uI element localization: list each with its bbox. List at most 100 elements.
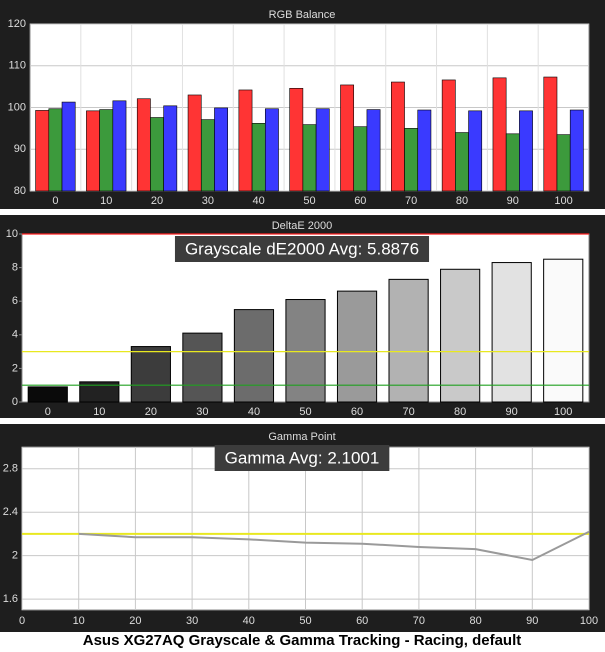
- caption: Asus XG27AQ Grayscale & Gamma Tracking -…: [83, 632, 522, 649]
- bar: [468, 110, 483, 192]
- bar: [264, 108, 279, 192]
- annotation-box: [214, 445, 390, 471]
- bar: [417, 109, 432, 192]
- y-tick-label: 90: [14, 143, 26, 155]
- bar: [182, 332, 223, 403]
- bar: [302, 124, 317, 192]
- bar: [492, 77, 507, 192]
- y-tick-label: 8: [12, 262, 18, 274]
- y-tick-label: 2.4: [3, 506, 18, 518]
- x-tick-label: 0: [45, 406, 51, 418]
- bar: [336, 290, 378, 403]
- bar: [569, 109, 584, 192]
- x-tick-label: 90: [506, 406, 518, 418]
- x-tick-label: 10: [73, 615, 85, 627]
- bar: [366, 109, 381, 192]
- chart-title: DeltaE 2000: [272, 220, 333, 232]
- bar: [35, 110, 50, 192]
- bar: [440, 268, 481, 403]
- x-tick-label: 20: [151, 195, 163, 207]
- x-tick-label: 80: [454, 406, 466, 418]
- bar: [79, 381, 120, 403]
- y-tick-label: 2: [12, 550, 18, 562]
- x-tick-label: 80: [469, 615, 481, 627]
- x-tick-label: 30: [202, 195, 214, 207]
- x-tick-label: 40: [248, 406, 260, 418]
- x-tick-label: 70: [413, 615, 425, 627]
- annotation: Gamma Avg: 2.1001: [225, 448, 380, 467]
- bar: [353, 126, 368, 192]
- x-tick-label: 10: [93, 406, 105, 418]
- y-tick-label: 80: [14, 185, 26, 197]
- chart-title: Gamma Point: [268, 431, 335, 443]
- x-tick-label: 40: [253, 195, 265, 207]
- bar: [455, 132, 469, 192]
- annotation: Grayscale dE2000 Avg: 5.8876: [185, 239, 419, 258]
- y-tick-label: 2.8: [3, 463, 18, 475]
- bar: [543, 258, 584, 403]
- bar: [315, 108, 330, 192]
- y-tick-label: 100: [8, 101, 26, 113]
- x-tick-label: 100: [554, 406, 572, 418]
- annotation-box: [174, 236, 430, 262]
- x-tick-label: 80: [456, 195, 468, 207]
- bar: [543, 76, 558, 192]
- x-tick-label: 10: [100, 195, 112, 207]
- bar: [86, 110, 100, 192]
- y-tick-label: 4: [12, 329, 18, 341]
- y-tick-label: 2: [12, 362, 18, 374]
- x-tick-label: 30: [196, 406, 208, 418]
- x-tick-label: 0: [52, 195, 58, 207]
- gamma-line: [78, 530, 590, 562]
- bar: [491, 262, 532, 403]
- x-tick-label: 60: [356, 615, 368, 627]
- bar: [441, 79, 456, 192]
- bar: [136, 98, 151, 192]
- bar: [289, 87, 304, 192]
- bar: [505, 133, 520, 192]
- x-tick-label: 100: [580, 615, 598, 627]
- bar: [285, 299, 326, 403]
- x-tick-label: 0: [19, 615, 25, 627]
- chart-title: RGB Balance: [269, 9, 336, 21]
- y-tick-label: 110: [8, 60, 26, 72]
- y-tick-label: 1.6: [3, 593, 18, 605]
- x-tick-label: 90: [507, 195, 519, 207]
- bar: [99, 109, 114, 192]
- x-tick-label: 20: [129, 615, 141, 627]
- x-tick-label: 20: [145, 406, 157, 418]
- y-tick-label: 120: [8, 18, 26, 30]
- x-tick-label: 40: [243, 615, 255, 627]
- x-tick-label: 100: [554, 195, 572, 207]
- bar: [391, 81, 405, 192]
- bar: [130, 346, 171, 403]
- x-tick-label: 50: [299, 406, 311, 418]
- bar: [200, 119, 215, 192]
- bar: [112, 100, 127, 192]
- x-tick-label: 50: [299, 615, 311, 627]
- separator: [0, 418, 605, 424]
- bar: [61, 101, 76, 192]
- bar: [150, 117, 164, 192]
- y-tick-label: 10: [6, 228, 18, 240]
- bar: [556, 134, 571, 192]
- y-tick-label: 6: [12, 295, 18, 307]
- bar: [519, 110, 533, 192]
- x-tick-label: 60: [354, 195, 366, 207]
- bar: [163, 105, 178, 192]
- bar: [48, 108, 63, 192]
- bar: [388, 278, 429, 403]
- y-tick-label: 0: [12, 396, 18, 408]
- x-tick-label: 50: [303, 195, 315, 207]
- bar: [233, 309, 275, 403]
- bar: [214, 107, 228, 192]
- separator: [0, 209, 605, 215]
- bar: [187, 94, 202, 192]
- bar: [251, 123, 266, 192]
- x-tick-label: 70: [405, 195, 417, 207]
- x-tick-label: 90: [526, 615, 538, 627]
- bar: [238, 89, 253, 192]
- x-tick-label: 60: [351, 406, 363, 418]
- bar: [404, 128, 419, 192]
